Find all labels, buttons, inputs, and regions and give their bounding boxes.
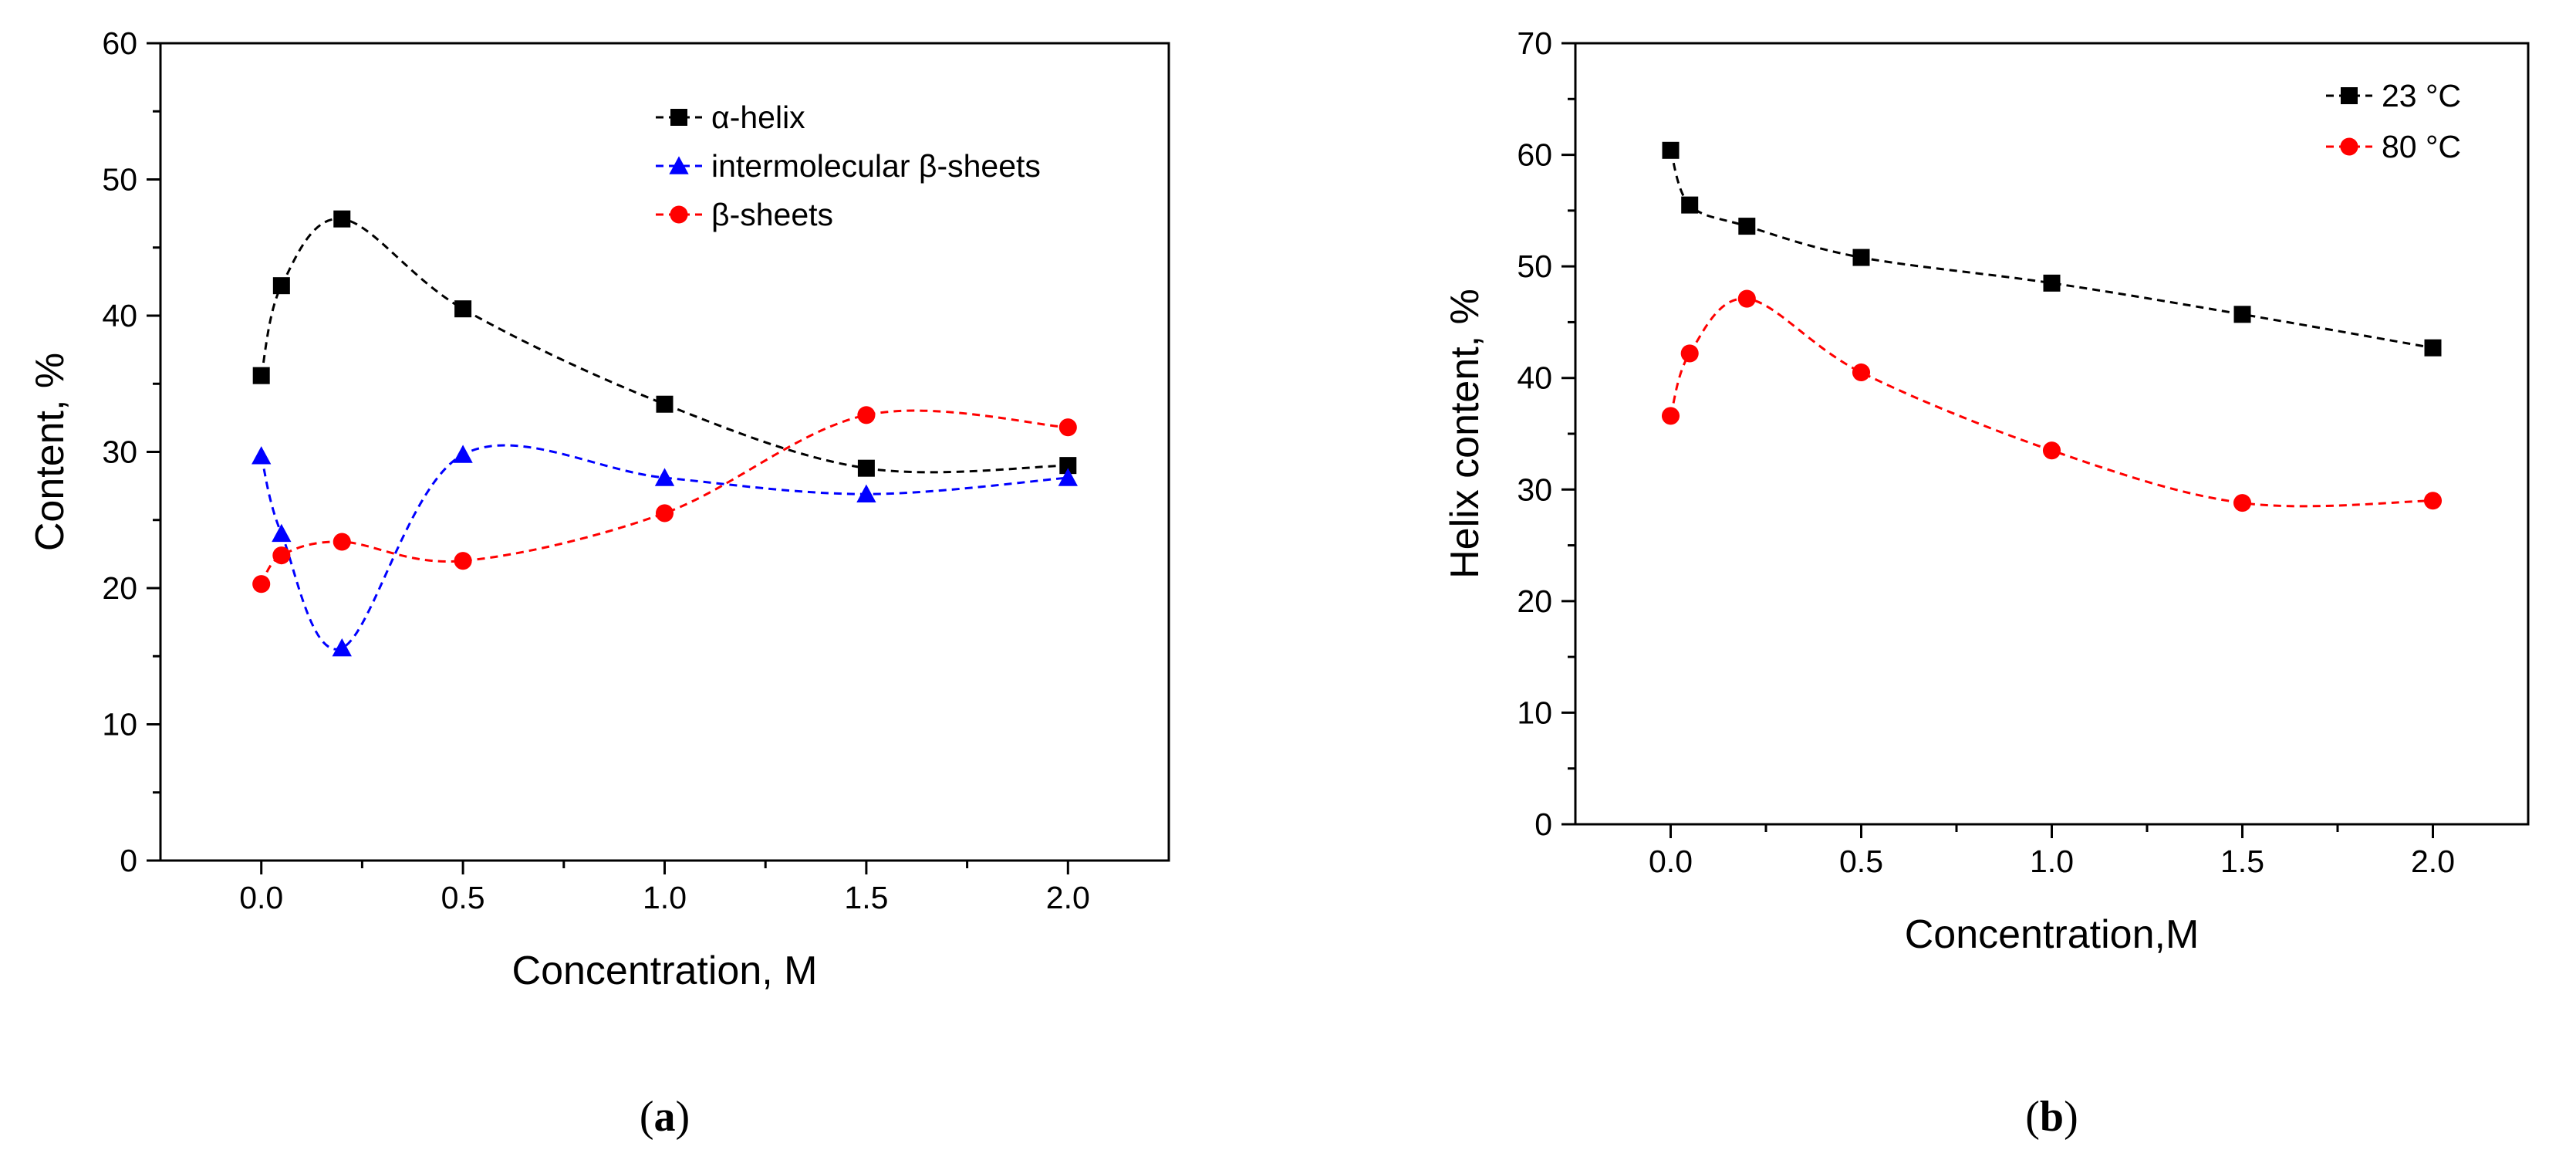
data-point-series-2 [856, 484, 876, 502]
data-point-series-2 [453, 445, 473, 463]
x-axis-label: Concentration, M [512, 949, 818, 993]
data-point-series-3 [252, 575, 271, 594]
x-axis-label: Concentration,M [1905, 912, 2200, 957]
data-point-series-2 [272, 523, 292, 543]
y-tick-label: 30 [102, 435, 137, 470]
legend-marker [2341, 87, 2358, 104]
legend-label: β-sheets [711, 197, 833, 232]
y-tick-label: 20 [1517, 583, 1552, 619]
legend-label: 23 °C [2382, 78, 2461, 113]
data-point-series-2 [332, 638, 352, 657]
legend-label: α-helix [711, 100, 805, 135]
x-tick-label: 0.0 [239, 880, 283, 915]
x-tick-label: 1.5 [2220, 844, 2264, 879]
y-tick-label: 0 [1534, 807, 1552, 842]
data-point-series-1 [1738, 218, 1756, 235]
y-tick-label: 50 [102, 162, 137, 198]
data-point-series-1 [252, 367, 270, 384]
data-point-series-3 [1058, 418, 1077, 437]
y-axis-label: Helix content, % [1443, 289, 1487, 579]
data-point-series-3 [655, 504, 674, 523]
data-point-series-1 [2233, 306, 2251, 323]
data-point-series-1 [1059, 457, 1077, 475]
data-point-series-1 [1681, 196, 1699, 214]
data-point-series-2 [1058, 468, 1078, 486]
y-tick-label: 60 [1517, 137, 1552, 173]
data-point-series-2 [1680, 344, 1699, 363]
legend-marker [670, 205, 688, 224]
data-point-series-1 [1852, 249, 1870, 266]
x-tick-label: 1.0 [643, 880, 687, 915]
x-tick-label: 0.0 [1649, 844, 1693, 879]
x-tick-label: 1.0 [2030, 844, 2074, 879]
data-point-series-2 [1661, 407, 1680, 425]
data-point-series-2 [2042, 441, 2061, 460]
data-point-series-2 [1852, 363, 1871, 382]
data-point-series-1 [333, 210, 351, 228]
series-line-1 [260, 218, 1069, 474]
legend-label: 80 °C [2382, 129, 2461, 164]
legend-marker [2340, 137, 2358, 156]
data-point-series-1 [2424, 339, 2442, 357]
panel-label: (a) [640, 1093, 690, 1141]
data-point-series-1 [857, 459, 875, 477]
x-tick-label: 2.0 [1046, 880, 1090, 915]
y-tick-label: 40 [102, 298, 137, 333]
y-axis-label: Content, % [28, 353, 73, 551]
y-tick-label: 50 [1517, 249, 1552, 284]
data-point-series-2 [2423, 492, 2443, 510]
data-point-series-1 [454, 300, 472, 318]
x-tick-label: 1.5 [844, 880, 888, 915]
data-point-series-2 [654, 468, 675, 486]
data-point-series-3 [272, 546, 291, 565]
x-tick-label: 2.0 [2411, 844, 2455, 879]
data-point-series-1 [2043, 274, 2061, 292]
chart-panel-b: 0 10 20 30 40 50 60 70 0.0 0.5 1.0 1.5 2.0 Concentrat… [1443, 25, 2530, 1141]
panel-letter: a [654, 1093, 676, 1141]
legend-marker [669, 156, 689, 174]
y-tick-label: 70 [1517, 25, 1552, 61]
y-tick-label: 40 [1517, 360, 1552, 396]
data-point-series-2 [2233, 494, 2252, 512]
y-tick-label: 10 [1517, 695, 1552, 730]
y-tick-label: 60 [102, 25, 137, 61]
panel-letter: b [2040, 1093, 2064, 1141]
y-tick-label: 20 [102, 570, 137, 606]
series-line-2 [1670, 297, 2433, 508]
data-point-series-2 [252, 446, 272, 465]
y-tick-label: 10 [102, 707, 137, 742]
y-tick-label: 0 [120, 843, 137, 878]
data-point-series-3 [333, 533, 351, 551]
data-point-series-1 [272, 277, 290, 295]
data-point-series-2 [1737, 289, 1756, 308]
series-line-1 [1670, 150, 2433, 350]
data-point-series-3 [857, 406, 876, 424]
data-point-series-1 [656, 395, 674, 413]
chart-panel-a: 0 10 20 30 40 50 60 0.0 0.5 1.0 1.5 2.0 Concentratio… [28, 25, 1170, 1141]
panel-label: (b) [2025, 1093, 2078, 1141]
y-tick-label: 30 [1517, 472, 1552, 507]
x-tick-label: 0.5 [441, 880, 485, 915]
data-point-series-3 [454, 552, 472, 570]
legend-marker [670, 109, 687, 126]
x-tick-label: 0.5 [1839, 844, 1883, 879]
series-line-3 [260, 409, 1069, 585]
data-point-series-1 [1662, 141, 1680, 159]
legend-label: intermolecular β-sheets [711, 148, 1041, 184]
